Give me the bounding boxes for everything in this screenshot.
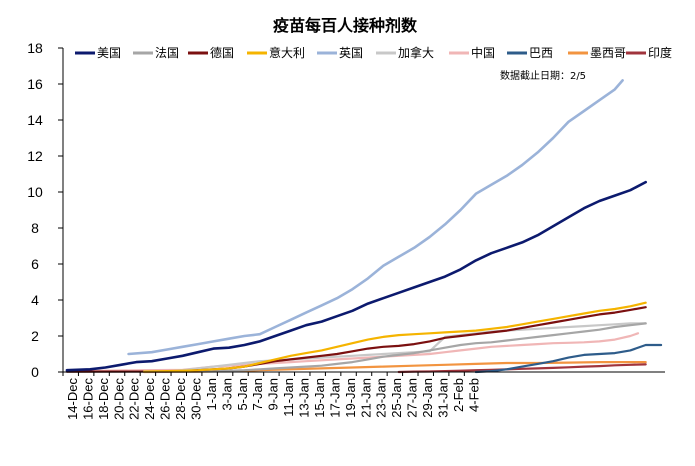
x-tick-label: 31-Jan [435,378,450,418]
x-tick-label: 23-Jan [374,378,389,418]
series-line-3 [142,301,647,373]
y-tick-label: 12 [27,148,43,164]
x-tick-label: 24-Dec [142,378,157,420]
x-tick-label: 17-Jan [327,378,342,418]
x-tick-label: 7-Jan [250,378,265,411]
x-tick-label: 19-Jan [343,378,358,418]
x-tick-label: 16-Dec [80,378,95,420]
legend-label: 法国 [155,46,179,60]
series-line-1 [65,322,647,373]
x-ticks: 14-Dec 16-Dec 18-Dec 20-Dec 22-Dec 24-Dec 26-D… [62,372,481,420]
x-tick-label: 3-Jan [219,378,234,411]
series-layer [65,79,663,374]
y-tick-label: 4 [31,292,39,308]
x-tick-label: 13-Jan [297,378,312,418]
x-tick-label: 14-Dec [65,378,80,420]
series-line-7 [474,343,663,374]
legend-label: 墨西哥 [590,46,626,60]
x-tick-label: 26-Dec [158,378,173,420]
series-line-9 [397,363,647,374]
axes [62,48,665,373]
x-tick-label: 22-Dec [127,378,142,420]
x-tick-label: 21-Jan [358,378,373,418]
x-tick-label: 5-Jan [235,378,250,411]
x-tick-label: 20-Dec [111,378,126,420]
y-tick-label: 2 [31,328,39,344]
x-tick-label: 27-Jan [405,378,420,418]
y-tick-label: 10 [27,184,43,200]
legend-label: 加拿大 [398,45,434,60]
x-tick-label: 29-Jan [420,378,435,418]
y-tick-label: 16 [27,76,43,92]
y-tick-label: 18 [27,40,43,56]
legend-label: 美国 [97,46,121,60]
legend-label: 中国 [471,45,495,60]
legend-label: 德国 [210,45,234,60]
x-tick-label: 9-Jan [266,378,281,411]
series-line-0 [65,180,647,372]
legend-label: 巴西 [529,46,553,60]
y-ticks: 0 2 4 6 8 10 12 14 16 18 [27,40,63,380]
legend-label: 英国 [339,46,363,60]
x-tick-label: 15-Jan [312,378,327,418]
x-tick-label: 11-Jan [281,378,296,417]
y-tick-label: 8 [31,220,39,236]
x-tick-label: 2-Feb [451,378,466,412]
y-tick-label: 0 [31,364,39,380]
x-tick-label: 28-Dec [173,378,188,420]
data-cutoff-annotation: 数据截止日期：2/5 [500,69,586,82]
y-tick-label: 6 [31,256,39,272]
x-tick-label: 18-Dec [96,378,111,420]
legend: 美国 法国 德国 意大利 英国 加拿大 中国 巴西 墨西哥 印度 [75,45,672,60]
x-tick-label: 4-Feb [466,378,481,412]
y-tick-label: 14 [27,112,43,128]
chart-title: 疫苗每百人接种剂数 [273,16,418,35]
x-tick-label: 30-Dec [188,378,203,420]
legend-label: 印度 [648,45,672,60]
x-tick-label: 1-Jan [204,378,219,411]
x-tick-label: 25-Jan [389,378,404,418]
legend-label: 意大利 [269,45,305,60]
series-line-5 [65,322,647,373]
series-line-4 [127,79,624,356]
